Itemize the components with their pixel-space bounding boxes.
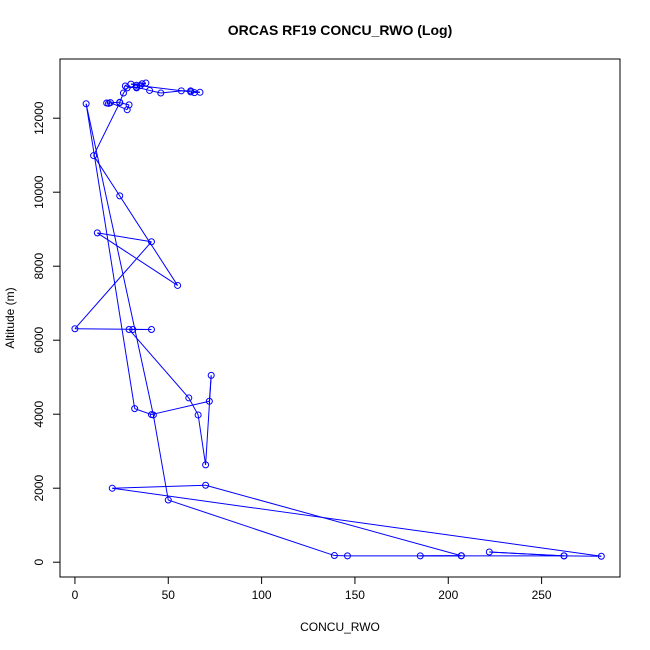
series-segment	[152, 414, 169, 501]
x-tick-label: 0	[72, 588, 79, 602]
data-point	[71, 325, 79, 333]
series-segment	[119, 102, 130, 106]
data-point	[93, 229, 101, 237]
series-segment	[197, 414, 207, 465]
data-point	[103, 99, 111, 107]
x-tick-label: 150	[345, 588, 365, 602]
data-point	[108, 484, 116, 492]
series-segment	[85, 103, 154, 416]
data-point	[207, 371, 215, 379]
data-point	[560, 552, 568, 560]
data-point	[138, 80, 146, 88]
series-segment	[149, 89, 161, 94]
series-segment	[112, 484, 206, 489]
chart-title: ORCAS RF19 CONCU_RWO (Log)	[228, 22, 453, 38]
y-tick-label: 4000	[32, 401, 46, 428]
series-segment	[151, 400, 210, 416]
data-point	[129, 325, 137, 333]
series-segment	[128, 329, 190, 399]
data-point	[194, 411, 202, 419]
y-tick-label: 2000	[32, 475, 46, 502]
data-point	[142, 79, 150, 87]
data-point	[164, 496, 172, 504]
data-point	[416, 552, 424, 560]
y-tick-label: 0	[32, 559, 46, 566]
x-tick-label: 50	[162, 588, 176, 602]
data-point	[121, 82, 129, 90]
series-segment	[112, 487, 602, 557]
x-tick-label: 250	[532, 588, 552, 602]
data-point	[343, 552, 351, 560]
series-segment	[119, 92, 124, 103]
series-points	[71, 79, 605, 560]
series-segment	[168, 499, 335, 557]
data-point	[116, 98, 124, 106]
data-point	[119, 89, 127, 97]
series-segment	[97, 232, 178, 286]
series-segment	[489, 551, 565, 557]
series-segment	[97, 232, 152, 243]
series-segment	[85, 103, 136, 409]
x-tick-label: 200	[438, 588, 458, 602]
series-segment	[93, 102, 121, 156]
y-axis-label: Altitude (m)	[3, 287, 17, 348]
series-lines	[74, 82, 602, 557]
series-segment	[74, 328, 152, 330]
data-point	[190, 89, 198, 97]
data-point	[123, 106, 131, 114]
data-point	[116, 192, 124, 200]
y-tick-label: 6000	[32, 327, 46, 354]
data-point	[174, 281, 182, 289]
data-point	[177, 87, 185, 95]
data-point	[457, 552, 465, 560]
data-point	[205, 397, 213, 405]
data-point	[157, 89, 165, 97]
x-axis-label: CONCU_RWO	[300, 620, 380, 634]
y-axis: 0 2000 4000 6000 8000 10000 12000	[32, 101, 61, 566]
data-point	[485, 548, 493, 556]
plot-frame	[59, 58, 621, 578]
data-point	[133, 84, 141, 92]
data-point	[123, 84, 131, 92]
data-point	[125, 101, 133, 109]
data-point	[82, 100, 90, 108]
data-point	[146, 86, 154, 94]
series-segment	[205, 484, 462, 557]
y-tick-label: 12000	[32, 101, 46, 135]
data-point	[147, 325, 155, 333]
data-point	[202, 461, 210, 469]
data-point	[187, 88, 195, 96]
series-segment	[74, 241, 152, 330]
data-point	[147, 411, 155, 419]
y-tick-label: 10000	[32, 175, 46, 209]
x-axis: 0 50 100 150 200 250	[72, 576, 552, 602]
data-point	[185, 394, 193, 402]
data-point	[90, 152, 98, 160]
series-segment	[93, 155, 121, 197]
data-point	[125, 325, 133, 333]
series-segment	[205, 375, 212, 465]
data-point	[202, 481, 210, 489]
x-tick-label: 100	[252, 588, 272, 602]
data-point	[597, 552, 605, 560]
y-tick-label: 8000	[32, 253, 46, 280]
data-point	[131, 405, 139, 413]
data-point	[147, 238, 155, 246]
data-point	[330, 552, 338, 560]
data-point	[136, 82, 144, 90]
